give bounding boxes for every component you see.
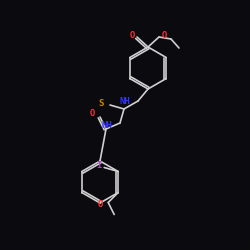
Text: I: I: [96, 161, 101, 170]
Text: O: O: [161, 30, 167, 40]
Text: NH: NH: [119, 98, 130, 106]
Text: O: O: [98, 200, 103, 209]
Text: O: O: [129, 30, 135, 40]
Text: S: S: [98, 98, 104, 108]
Text: NH: NH: [101, 122, 112, 130]
Text: O: O: [90, 110, 95, 118]
